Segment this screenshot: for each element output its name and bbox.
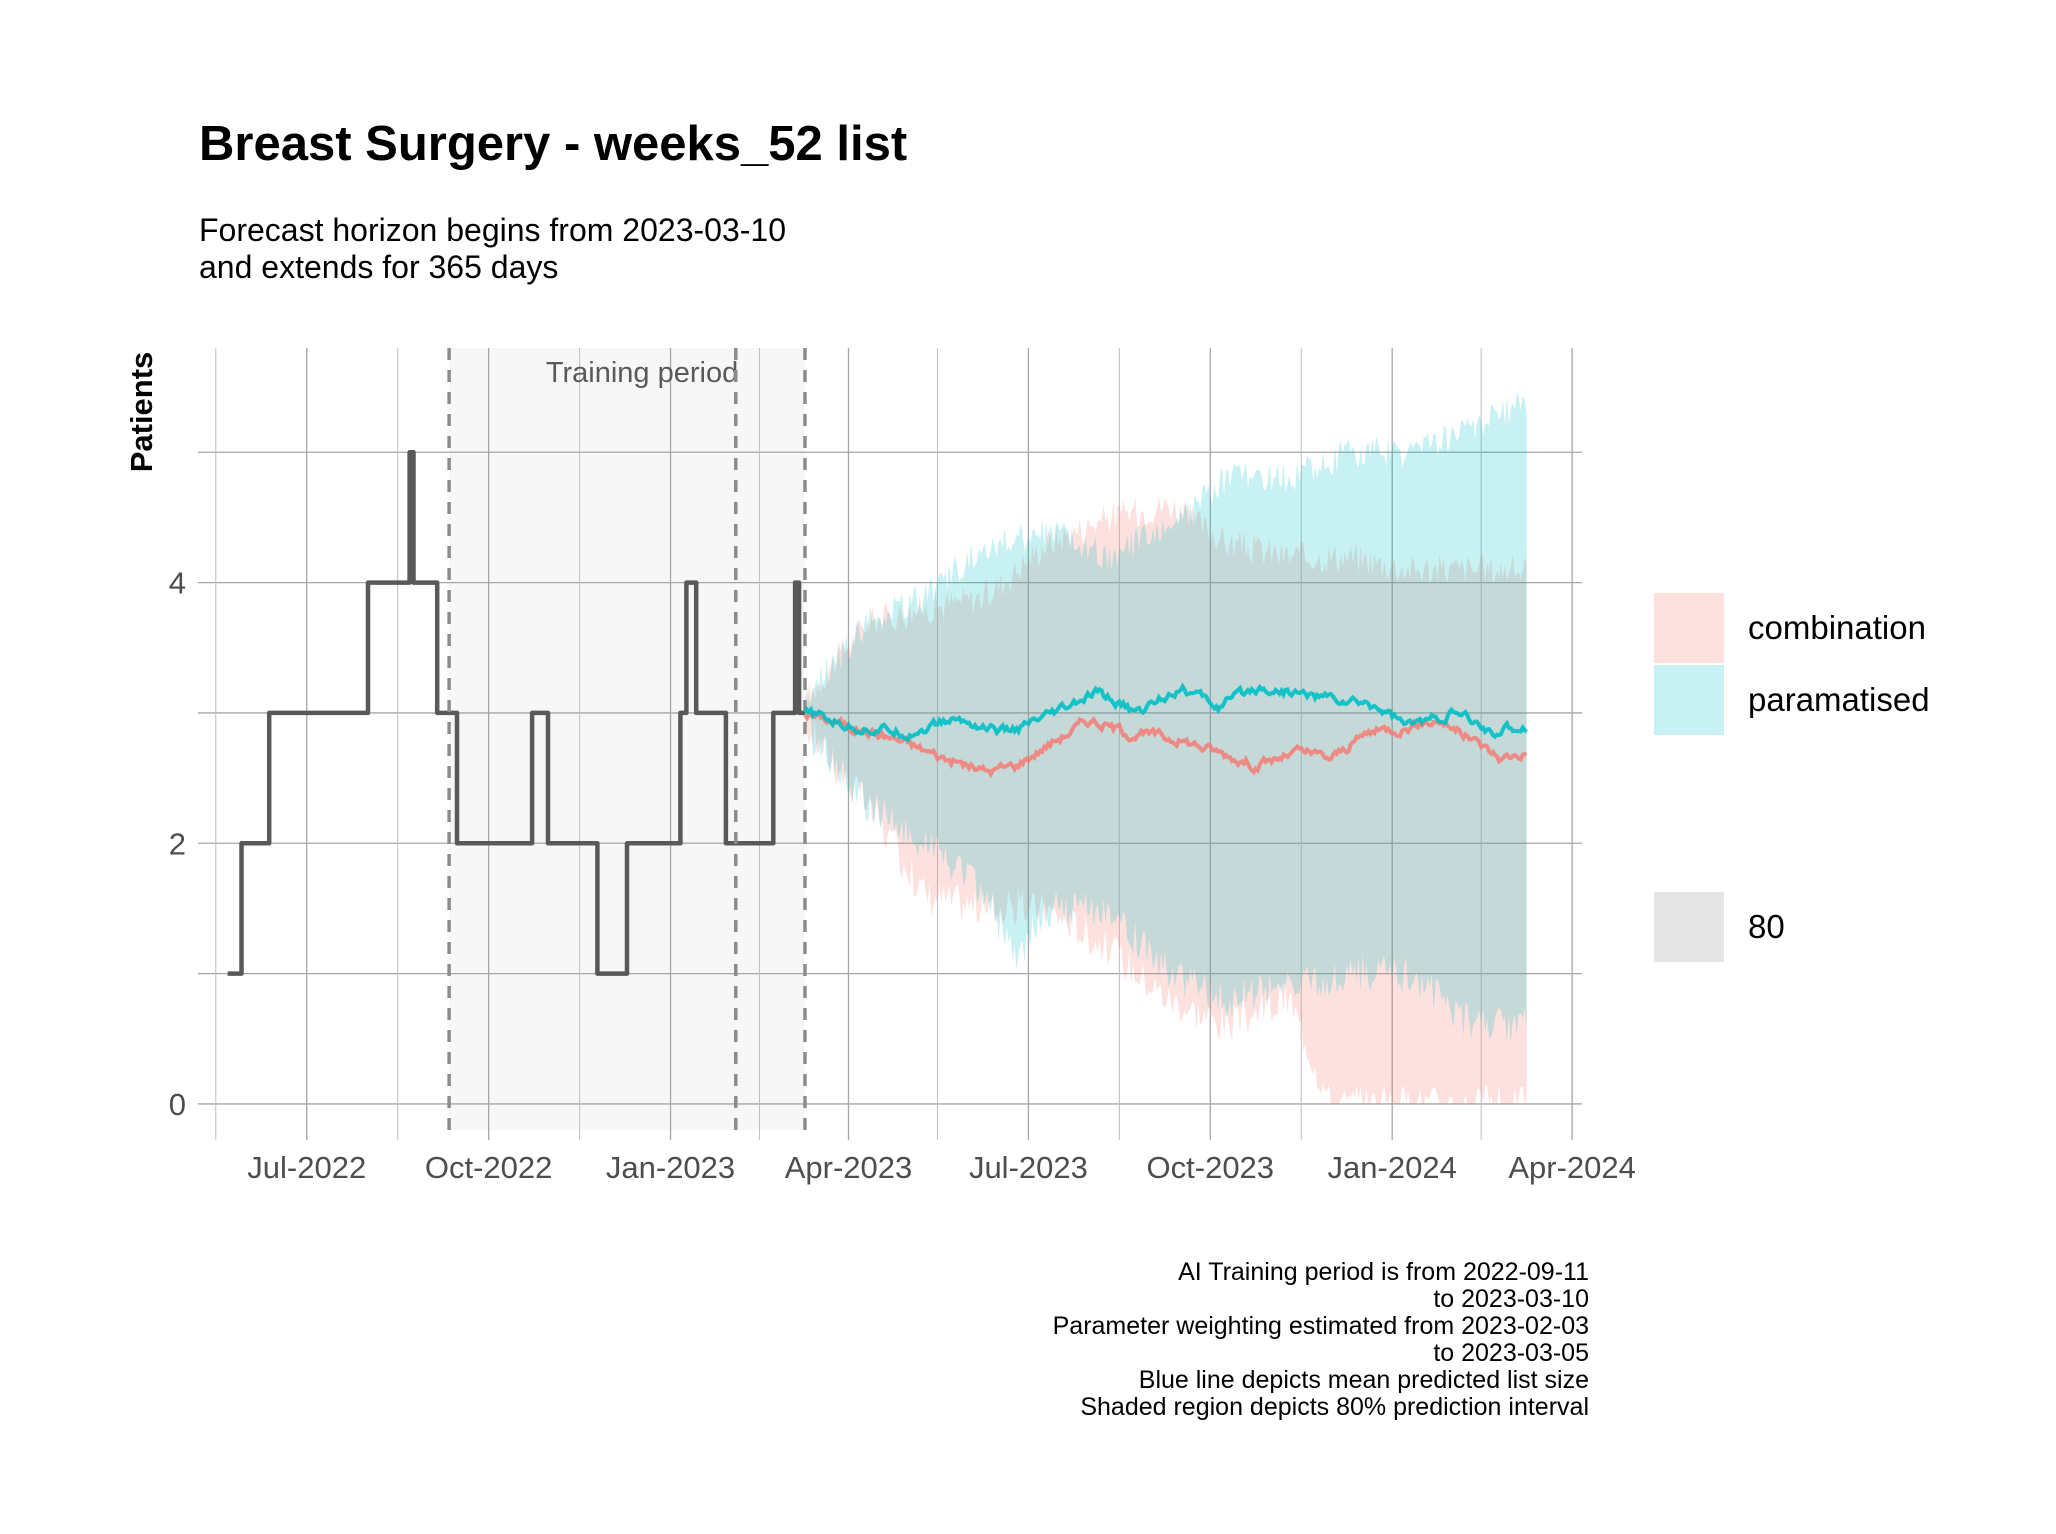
caption-line-5: Blue line depicts mean predicted list si… [1138, 1366, 1589, 1394]
x-tick-label: Jan-2024 [1328, 1150, 1457, 1185]
x-tick-label: Apr-2024 [1508, 1150, 1636, 1185]
legend-swatch-paramatised [1654, 665, 1724, 735]
chart-title: Breast Surgery - weeks_52 list [199, 117, 908, 171]
legend-label-interval: 80 [1748, 908, 1785, 945]
legend: combination paramatised 80 [1654, 593, 1930, 962]
legend-label-combination: combination [1748, 609, 1926, 646]
y-tick-label: 0 [169, 1087, 186, 1122]
x-tick-label: Oct-2023 [1147, 1150, 1275, 1185]
training-period-shade [449, 348, 805, 1130]
x-tick-label: Jul-2022 [247, 1150, 366, 1185]
caption-line-3: Parameter weighting estimated from 2023-… [1052, 1312, 1589, 1340]
caption-line-1: AI Training period is from 2022-09-11 [1178, 1258, 1589, 1286]
legend-label-paramatised: paramatised [1748, 681, 1930, 718]
x-tick-label: Jan-2023 [606, 1150, 735, 1185]
mean-line-combination [803, 708, 1527, 779]
interval-band-paramatised [805, 391, 1527, 1043]
chart-subtitle-line-1: Forecast horizon begins from 2023-03-10 [199, 212, 786, 248]
x-tick-label: Oct-2022 [425, 1150, 553, 1185]
caption-line-6: Shaded region depicts 80% prediction int… [1080, 1393, 1589, 1421]
y-tick-label: 4 [169, 566, 186, 601]
legend-swatch-combination [1654, 593, 1724, 663]
y-axis-title: Patients [124, 352, 159, 473]
axis-layer: 0 2 4 Jul-2022 Oct-2022 Jan-2023 Apr-2023 Jul-2… [124, 352, 1636, 1185]
x-tick-label: Jul-2023 [969, 1150, 1088, 1185]
observed-line [227, 450, 805, 976]
grid-layer: Training period [198, 348, 1582, 1140]
x-tick-label: Apr-2023 [785, 1150, 913, 1185]
mean-line-paramatised [803, 682, 1528, 743]
series-line-layer [227, 348, 1528, 1130]
chart-subtitle-line-2: and extends for 365 days [199, 249, 559, 285]
caption-line-2: to 2023-03-10 [1433, 1285, 1589, 1313]
y-tick-label: 2 [169, 826, 186, 861]
interval-band-layer [805, 391, 1527, 1104]
interval-band-combination [805, 495, 1527, 1104]
training-period-label: Training period [546, 357, 738, 389]
caption-line-4: to 2023-03-05 [1433, 1339, 1589, 1367]
legend-swatch-interval [1654, 892, 1724, 962]
